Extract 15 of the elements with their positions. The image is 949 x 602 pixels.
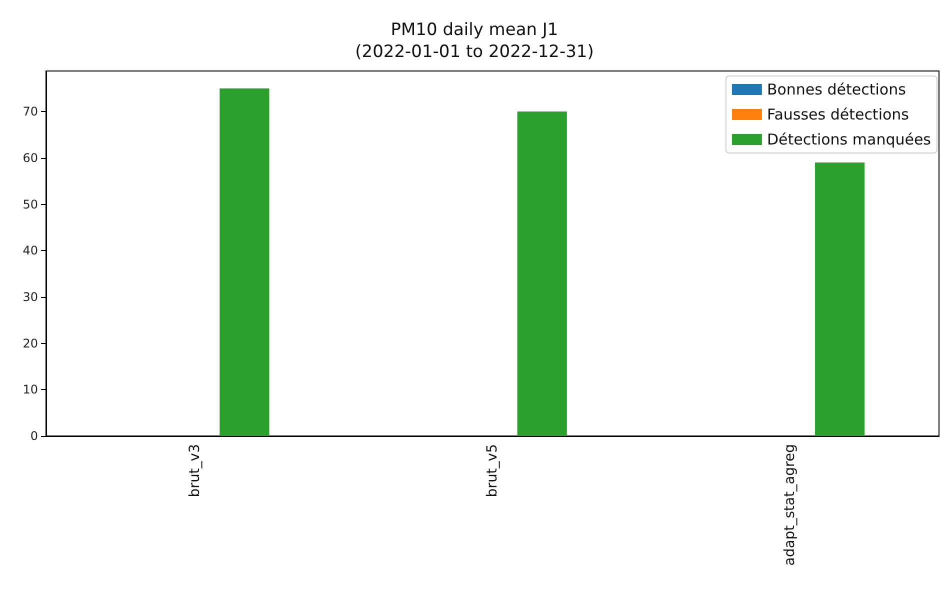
x-tick-label: brut_v5 bbox=[484, 444, 500, 498]
y-tick-label: 70 bbox=[22, 104, 38, 119]
y-tick-label: 30 bbox=[22, 290, 38, 304]
x-tick-label: brut_v3 bbox=[186, 444, 203, 498]
legend-label: Fausses détections bbox=[766, 106, 910, 124]
chart-title: PM10 daily mean J1 (2022-01-01 to 2022-12-31) bbox=[355, 20, 594, 62]
y-tick-label: 60 bbox=[22, 150, 38, 165]
legend-label: Détections manquées bbox=[766, 130, 932, 148]
y-tick-label: 40 bbox=[22, 244, 38, 258]
x-tick-label: adapt_stat_agreg bbox=[782, 444, 798, 566]
y-tick-label: 0 bbox=[30, 429, 38, 443]
legend-label: Bonnes détections bbox=[766, 80, 906, 98]
y-tick-label: 50 bbox=[22, 197, 38, 212]
y-tick-label: 20 bbox=[22, 336, 38, 350]
y-tick-label: 10 bbox=[22, 382, 38, 397]
